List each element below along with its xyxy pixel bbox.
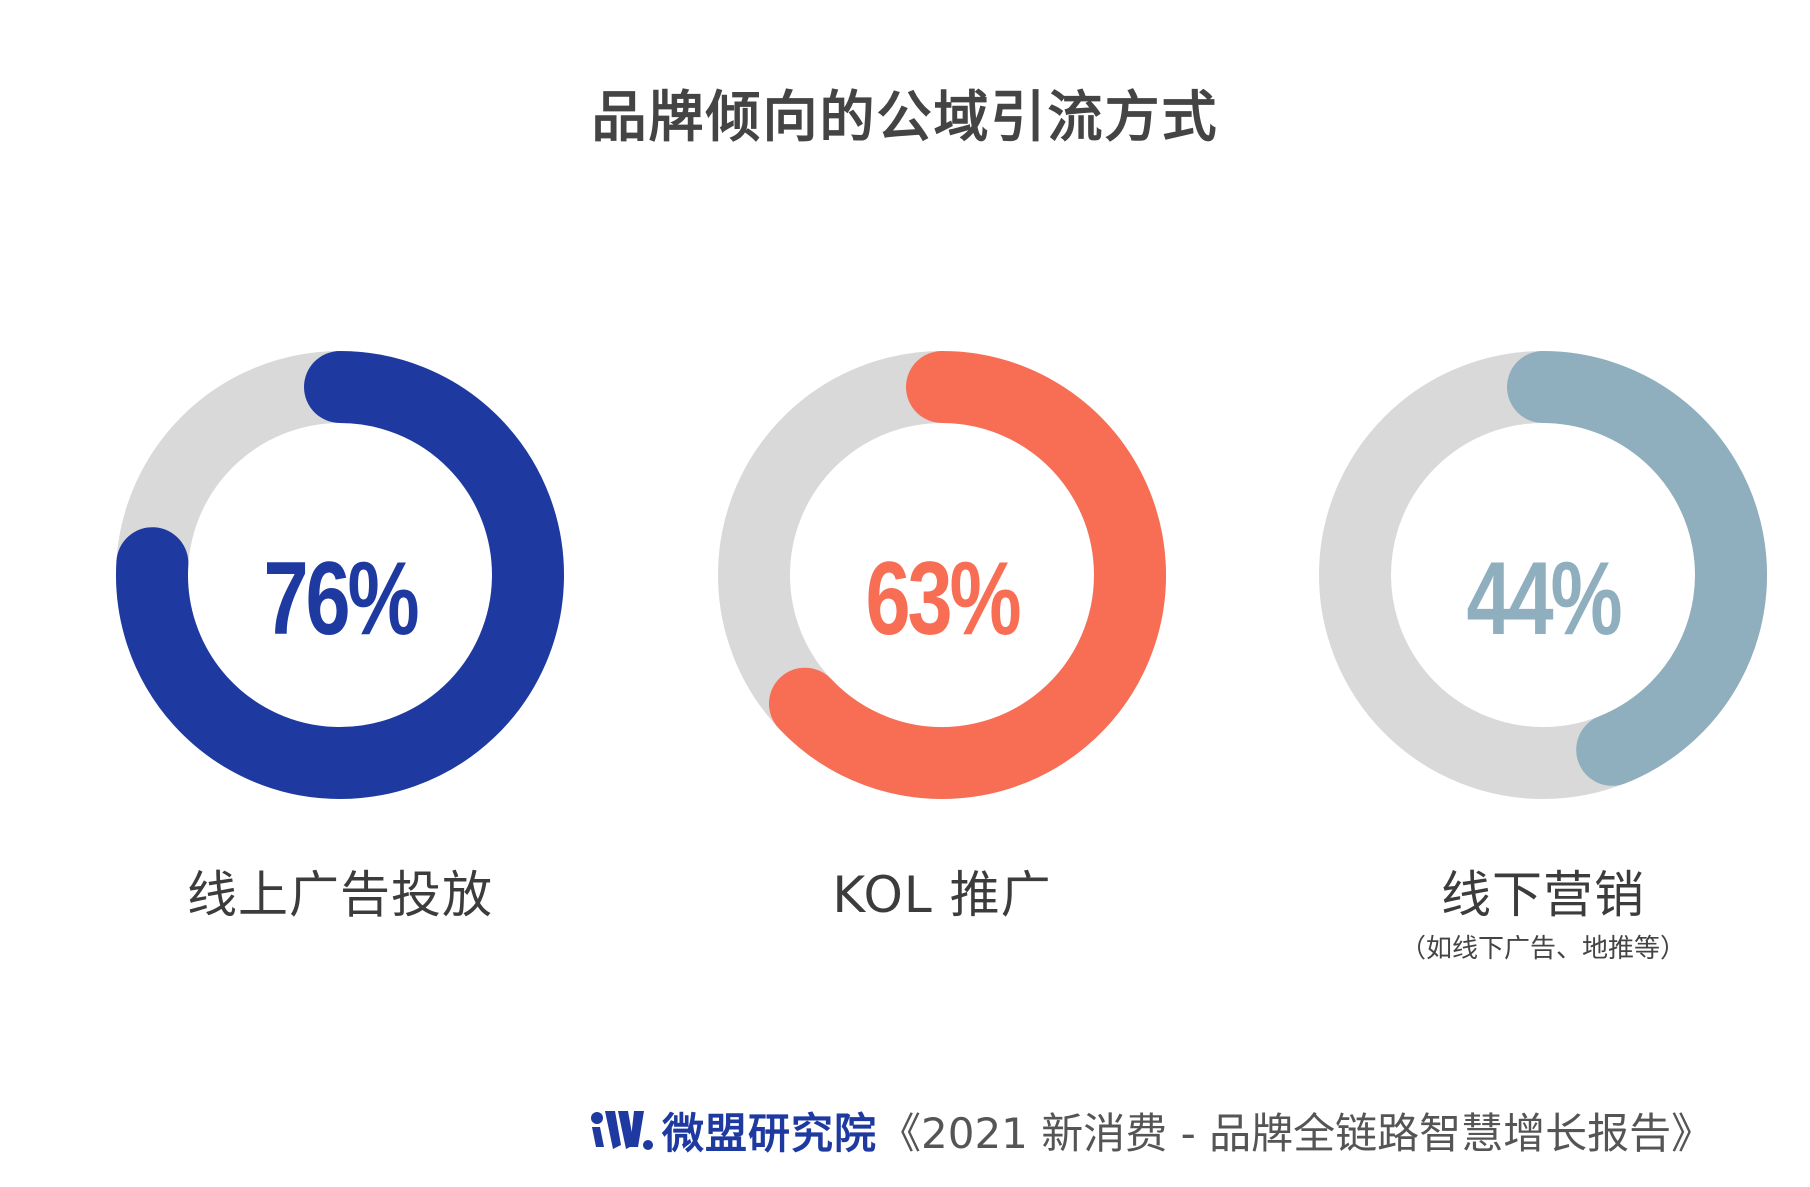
donut-chart-online-ads: 76% 线上广告投放 <box>100 335 580 1055</box>
donut-value-label: 63% <box>865 541 1021 657</box>
donut-chart-kol: 63% KOL 推广 <box>702 335 1182 1055</box>
donut-svg <box>116 351 564 799</box>
donut-value-label: 76% <box>263 541 419 657</box>
footer-source: 微盟研究院 《2021 新消费 - 品牌全链路智慧增长报告》 <box>588 1100 1713 1160</box>
donut-value-label: 44% <box>1466 541 1622 657</box>
donut-svg <box>718 351 1166 799</box>
donut-category-label: 线下营销 <box>1441 866 1645 924</box>
donut-category-label: 线上广告投放 <box>187 866 493 924</box>
donut-category-sublabel: （如线下广告、地推等） <box>1399 934 1686 964</box>
footer-report-title: 《2021 新消费 - 品牌全链路智慧增长报告》 <box>879 1108 1714 1158</box>
chart-title: 品牌倾向的公域引流方式 <box>591 85 1219 149</box>
donut-value-arc <box>768 351 1166 799</box>
donut-value-arc <box>1507 351 1767 786</box>
donut-category-label: KOL 推广 <box>832 866 1052 924</box>
weimob-logo-icon <box>591 1111 653 1150</box>
donut-chart-offline: 44% 线下营销 （如线下广告、地推等） <box>1303 335 1783 1055</box>
donut-value-arc <box>116 351 564 799</box>
footer-brand: 微盟研究院 <box>662 1108 878 1158</box>
donut-svg <box>1319 351 1767 799</box>
